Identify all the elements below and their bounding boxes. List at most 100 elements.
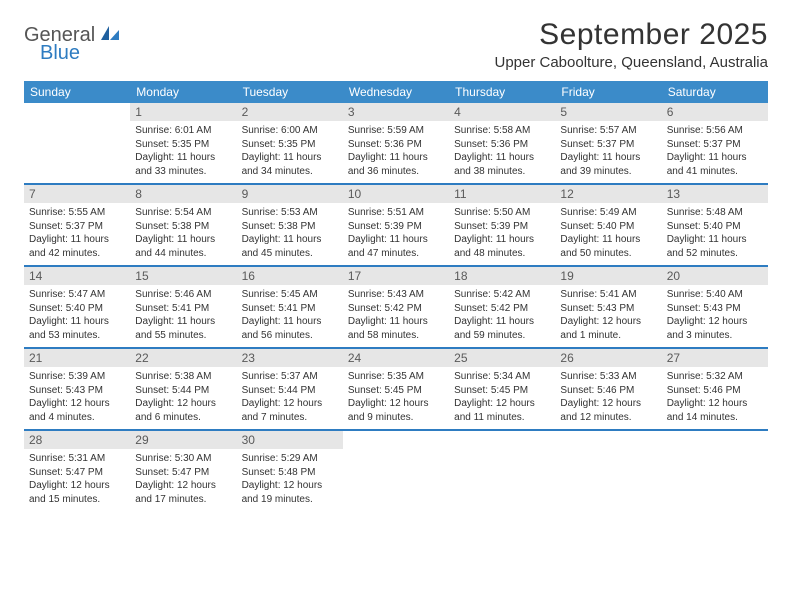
- header-row: General September 2025 Upper Caboolture,…: [24, 18, 768, 71]
- day-number: 5: [555, 103, 661, 121]
- day-number: 7: [24, 185, 130, 203]
- sunset-text: Sunset: 5:42 PM: [348, 302, 444, 316]
- daylight-text: Daylight: 11 hours and 36 minutes.: [348, 151, 444, 178]
- daylight-text: Daylight: 12 hours and 1 minute.: [560, 315, 656, 342]
- calendar-day: 25Sunrise: 5:34 AMSunset: 5:45 PMDayligh…: [449, 349, 555, 429]
- sunset-text: Sunset: 5:40 PM: [29, 302, 125, 316]
- calendar-day: 22Sunrise: 5:38 AMSunset: 5:44 PMDayligh…: [130, 349, 236, 429]
- sunrise-text: Sunrise: 5:46 AM: [135, 288, 231, 302]
- day-number: 30: [237, 431, 343, 449]
- sunset-text: Sunset: 5:37 PM: [29, 220, 125, 234]
- calendar-grid: 1Sunrise: 6:01 AMSunset: 5:35 PMDaylight…: [24, 103, 768, 511]
- calendar-day: 21Sunrise: 5:39 AMSunset: 5:43 PMDayligh…: [24, 349, 130, 429]
- day-body: Sunrise: 5:53 AMSunset: 5:38 PMDaylight:…: [237, 203, 343, 265]
- calendar-day: [24, 103, 130, 183]
- calendar-day: 11Sunrise: 5:50 AMSunset: 5:39 PMDayligh…: [449, 185, 555, 265]
- brand-part2-wrap: Blue: [40, 42, 80, 65]
- day-number: 2: [237, 103, 343, 121]
- sunrise-text: Sunrise: 5:59 AM: [348, 124, 444, 138]
- calendar-day: [555, 431, 661, 511]
- day-number: 20: [662, 267, 768, 285]
- day-number: 16: [237, 267, 343, 285]
- sunrise-text: Sunrise: 5:38 AM: [135, 370, 231, 384]
- title-block: September 2025 Upper Caboolture, Queensl…: [494, 18, 768, 71]
- daylight-text: Daylight: 12 hours and 14 minutes.: [667, 397, 763, 424]
- day-body: Sunrise: 5:39 AMSunset: 5:43 PMDaylight:…: [24, 367, 130, 429]
- day-number: 12: [555, 185, 661, 203]
- calendar-day: 28Sunrise: 5:31 AMSunset: 5:47 PMDayligh…: [24, 431, 130, 511]
- day-number: 24: [343, 349, 449, 367]
- daylight-text: Daylight: 11 hours and 38 minutes.: [454, 151, 550, 178]
- daylight-text: Daylight: 12 hours and 6 minutes.: [135, 397, 231, 424]
- day-number: 9: [237, 185, 343, 203]
- calendar-day: 27Sunrise: 5:32 AMSunset: 5:46 PMDayligh…: [662, 349, 768, 429]
- day-number: 14: [24, 267, 130, 285]
- daylight-text: Daylight: 11 hours and 53 minutes.: [29, 315, 125, 342]
- calendar-day: 12Sunrise: 5:49 AMSunset: 5:40 PMDayligh…: [555, 185, 661, 265]
- day-number: 28: [24, 431, 130, 449]
- day-body: Sunrise: 5:32 AMSunset: 5:46 PMDaylight:…: [662, 367, 768, 429]
- daylight-text: Daylight: 11 hours and 55 minutes.: [135, 315, 231, 342]
- day-body: Sunrise: 5:30 AMSunset: 5:47 PMDaylight:…: [130, 449, 236, 511]
- sunset-text: Sunset: 5:36 PM: [348, 138, 444, 152]
- weekday-header: Sunday Monday Tuesday Wednesday Thursday…: [24, 81, 768, 103]
- calendar-day: 7Sunrise: 5:55 AMSunset: 5:37 PMDaylight…: [24, 185, 130, 265]
- sunset-text: Sunset: 5:40 PM: [667, 220, 763, 234]
- calendar-day: 19Sunrise: 5:41 AMSunset: 5:43 PMDayligh…: [555, 267, 661, 347]
- day-number: 21: [24, 349, 130, 367]
- calendar-page: General September 2025 Upper Caboolture,…: [0, 0, 792, 529]
- sunset-text: Sunset: 5:39 PM: [454, 220, 550, 234]
- weekday-tuesday: Tuesday: [237, 81, 343, 103]
- day-body: Sunrise: 5:35 AMSunset: 5:45 PMDaylight:…: [343, 367, 449, 429]
- sunset-text: Sunset: 5:35 PM: [242, 138, 338, 152]
- day-body: Sunrise: 5:56 AMSunset: 5:37 PMDaylight:…: [662, 121, 768, 183]
- day-number: 23: [237, 349, 343, 367]
- sunrise-text: Sunrise: 5:32 AM: [667, 370, 763, 384]
- daylight-text: Daylight: 11 hours and 48 minutes.: [454, 233, 550, 260]
- daylight-text: Daylight: 11 hours and 44 minutes.: [135, 233, 231, 260]
- sunrise-text: Sunrise: 5:41 AM: [560, 288, 656, 302]
- daylight-text: Daylight: 11 hours and 33 minutes.: [135, 151, 231, 178]
- day-body: Sunrise: 5:59 AMSunset: 5:36 PMDaylight:…: [343, 121, 449, 183]
- sunset-text: Sunset: 5:44 PM: [135, 384, 231, 398]
- day-body: Sunrise: 5:55 AMSunset: 5:37 PMDaylight:…: [24, 203, 130, 265]
- sunrise-text: Sunrise: 5:54 AM: [135, 206, 231, 220]
- day-body: Sunrise: 5:47 AMSunset: 5:40 PMDaylight:…: [24, 285, 130, 347]
- sunset-text: Sunset: 5:45 PM: [348, 384, 444, 398]
- sunset-text: Sunset: 5:38 PM: [242, 220, 338, 234]
- day-body: Sunrise: 5:34 AMSunset: 5:45 PMDaylight:…: [449, 367, 555, 429]
- calendar-day: 17Sunrise: 5:43 AMSunset: 5:42 PMDayligh…: [343, 267, 449, 347]
- day-number: 15: [130, 267, 236, 285]
- weekday-friday: Friday: [555, 81, 661, 103]
- daylight-text: Daylight: 11 hours and 50 minutes.: [560, 233, 656, 260]
- sunset-text: Sunset: 5:43 PM: [560, 302, 656, 316]
- calendar-day: 10Sunrise: 5:51 AMSunset: 5:39 PMDayligh…: [343, 185, 449, 265]
- calendar-day: 26Sunrise: 5:33 AMSunset: 5:46 PMDayligh…: [555, 349, 661, 429]
- sunrise-text: Sunrise: 5:45 AM: [242, 288, 338, 302]
- daylight-text: Daylight: 11 hours and 59 minutes.: [454, 315, 550, 342]
- sunset-text: Sunset: 5:46 PM: [667, 384, 763, 398]
- calendar-day: 5Sunrise: 5:57 AMSunset: 5:37 PMDaylight…: [555, 103, 661, 183]
- sunset-text: Sunset: 5:35 PM: [135, 138, 231, 152]
- sunrise-text: Sunrise: 5:43 AM: [348, 288, 444, 302]
- sunrise-text: Sunrise: 6:01 AM: [135, 124, 231, 138]
- sunset-text: Sunset: 5:37 PM: [560, 138, 656, 152]
- sunrise-text: Sunrise: 5:33 AM: [560, 370, 656, 384]
- sunrise-text: Sunrise: 5:58 AM: [454, 124, 550, 138]
- sunrise-text: Sunrise: 5:34 AM: [454, 370, 550, 384]
- daylight-text: Daylight: 12 hours and 12 minutes.: [560, 397, 656, 424]
- calendar-day: 18Sunrise: 5:42 AMSunset: 5:42 PMDayligh…: [449, 267, 555, 347]
- sunrise-text: Sunrise: 5:49 AM: [560, 206, 656, 220]
- day-number: 13: [662, 185, 768, 203]
- calendar-day: 3Sunrise: 5:59 AMSunset: 5:36 PMDaylight…: [343, 103, 449, 183]
- calendar-day: 6Sunrise: 5:56 AMSunset: 5:37 PMDaylight…: [662, 103, 768, 183]
- sunrise-text: Sunrise: 5:53 AM: [242, 206, 338, 220]
- day-body: Sunrise: 5:50 AMSunset: 5:39 PMDaylight:…: [449, 203, 555, 265]
- daylight-text: Daylight: 11 hours and 34 minutes.: [242, 151, 338, 178]
- daylight-text: Daylight: 11 hours and 58 minutes.: [348, 315, 444, 342]
- month-title: September 2025: [494, 18, 768, 52]
- daylight-text: Daylight: 12 hours and 3 minutes.: [667, 315, 763, 342]
- daylight-text: Daylight: 11 hours and 41 minutes.: [667, 151, 763, 178]
- daylight-text: Daylight: 12 hours and 4 minutes.: [29, 397, 125, 424]
- sunrise-text: Sunrise: 5:55 AM: [29, 206, 125, 220]
